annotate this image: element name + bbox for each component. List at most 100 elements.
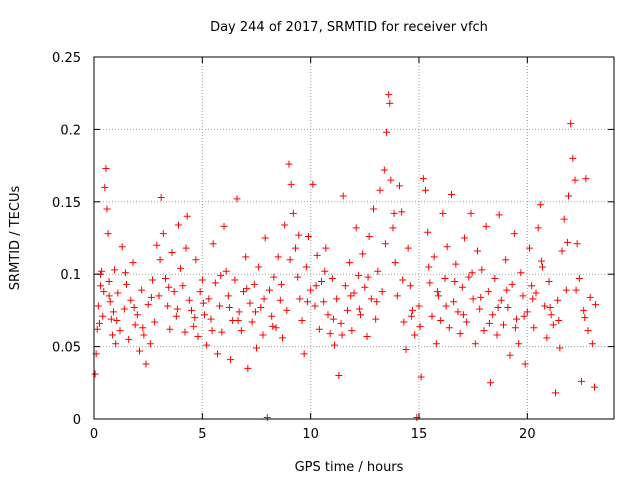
data-point (503, 286, 511, 294)
data-point (263, 414, 271, 422)
data-point (253, 344, 260, 352)
data-point (324, 311, 332, 319)
data-point (555, 317, 563, 325)
data-point (298, 317, 306, 325)
data-point (140, 331, 148, 339)
data-point (289, 209, 297, 217)
data-point (339, 192, 347, 200)
data-point (572, 286, 580, 294)
data-point (246, 299, 254, 307)
data-point (552, 389, 559, 397)
data-point (471, 340, 479, 348)
data-point (400, 318, 408, 326)
data-point (396, 182, 403, 190)
data-point (255, 263, 263, 271)
data-point (584, 327, 592, 335)
data-point (543, 334, 551, 342)
data-point (588, 340, 596, 348)
data-point (188, 306, 195, 314)
data-point (461, 234, 468, 242)
data-point (181, 328, 189, 336)
data-point (450, 298, 458, 306)
data-point (386, 99, 394, 107)
data-point (270, 273, 278, 281)
data-point (363, 332, 371, 340)
data-point (94, 302, 102, 310)
x-axis-ticks: 0 5 10 15 20 (90, 57, 536, 442)
data-point (248, 318, 256, 326)
x-tick-label: 5 (198, 427, 206, 442)
data-point (104, 230, 112, 238)
data-point (274, 253, 282, 261)
data-point (380, 166, 388, 174)
data-point (432, 340, 440, 348)
data-point (425, 263, 433, 271)
data-point (417, 373, 425, 381)
x-tick-label: 20 (519, 427, 536, 442)
data-point (367, 295, 375, 303)
data-point (91, 370, 99, 378)
data-point (385, 91, 393, 99)
data-point (562, 286, 570, 294)
data-point (430, 253, 438, 261)
data-point (467, 209, 475, 217)
data-point (129, 259, 137, 267)
data-point (159, 230, 167, 238)
data-point (582, 175, 590, 183)
data-point (435, 292, 442, 300)
data-point (361, 283, 369, 291)
data-point (338, 331, 346, 339)
data-point (233, 195, 241, 203)
data-point (322, 244, 330, 252)
data-point (556, 344, 564, 352)
data-point (352, 224, 360, 232)
data-point (112, 340, 120, 348)
data-point (389, 224, 397, 232)
data-point (108, 331, 116, 339)
data-point (305, 233, 312, 241)
data-point (445, 324, 453, 332)
data-point (198, 276, 206, 284)
data-point (286, 256, 294, 264)
data-point (480, 327, 488, 335)
data-point (539, 263, 546, 271)
data-point (333, 295, 341, 303)
data-point (567, 120, 575, 128)
data-point (116, 327, 124, 335)
data-point (504, 304, 512, 312)
data-point (113, 317, 121, 325)
data-point (558, 247, 566, 255)
data-point (520, 312, 528, 320)
data-point (331, 341, 338, 349)
data-point (519, 292, 527, 300)
data-point (183, 212, 191, 220)
data-point (502, 256, 510, 264)
data-point (419, 175, 427, 183)
data-point (399, 276, 407, 284)
data-point (335, 372, 343, 380)
data-point (244, 364, 252, 372)
data-point (515, 340, 523, 348)
data-point (521, 360, 529, 368)
data-point (177, 264, 185, 272)
data-point (578, 377, 585, 385)
data-point (196, 288, 204, 296)
data-point (192, 256, 200, 264)
data-point (563, 238, 571, 246)
y-tick-label: 0.25 (52, 51, 81, 66)
data-point (222, 267, 230, 275)
data-point (575, 275, 583, 283)
data-point (220, 222, 228, 230)
data-point (121, 269, 129, 277)
data-point (313, 251, 321, 259)
data-point (300, 350, 308, 358)
data-point (344, 306, 351, 314)
data-point (260, 295, 268, 303)
data-point (364, 273, 372, 281)
data-point (303, 298, 311, 306)
data-point (532, 289, 540, 297)
data-point (295, 231, 303, 239)
data-point (279, 334, 286, 342)
data-point (426, 279, 434, 287)
